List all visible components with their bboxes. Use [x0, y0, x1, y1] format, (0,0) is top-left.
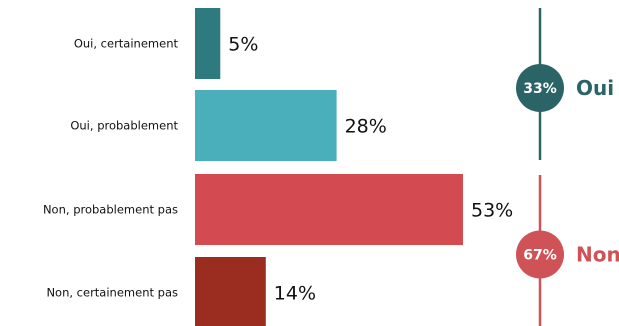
group-badge-0: [516, 64, 564, 112]
group-brackets: 33% Oui 67% Non: [516, 8, 619, 326]
bar-1: [195, 90, 337, 161]
category-label-0: Oui, certainement: [74, 37, 179, 51]
category-label-3: Non, certainement pas: [46, 286, 178, 300]
value-labels: 5% 28% 53% 14%: [228, 34, 513, 305]
value-label-3: 14%: [274, 283, 316, 305]
value-label-2: 53%: [471, 200, 513, 222]
category-label-1: Oui, probablement: [70, 119, 178, 133]
bar-group: [195, 8, 463, 326]
group-percent-0: 33%: [523, 81, 557, 97]
group-name-0: Oui: [576, 76, 614, 100]
value-label-1: 28%: [345, 116, 387, 138]
group-percent-1: 67%: [523, 248, 557, 264]
bar-2: [195, 174, 463, 245]
value-label-0: 5%: [228, 34, 258, 56]
category-labels: Oui, certainement Oui, probablement Non, p…: [43, 37, 179, 300]
bar-0: [195, 8, 221, 79]
bar-3: [195, 257, 266, 326]
group-badge-1: [516, 230, 564, 279]
group-name-1: Non: [576, 243, 619, 267]
category-label-2: Non, probablement pas: [43, 203, 178, 217]
